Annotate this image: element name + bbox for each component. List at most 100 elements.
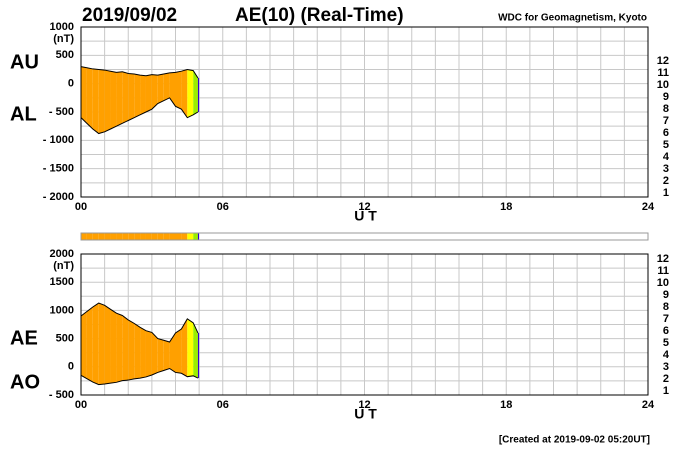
legend-entry: 6 <box>663 127 669 139</box>
station-strip <box>116 233 123 240</box>
legend-entry: 6 <box>663 325 669 337</box>
y-unit: (nT) <box>53 260 74 272</box>
area-segment <box>81 66 87 124</box>
legend-entry: 8 <box>663 301 669 313</box>
x-tick-label: 06 <box>217 201 229 213</box>
station-strip <box>197 233 200 240</box>
legend-entry: 10 <box>657 277 669 289</box>
station-strip <box>92 233 99 240</box>
x-tick-label: 00 <box>75 201 87 213</box>
area-segment <box>157 338 164 373</box>
area-segment <box>187 69 194 118</box>
area-segment <box>128 319 135 381</box>
station-strip <box>181 233 188 240</box>
series-line <box>80 97 199 135</box>
station-strip <box>104 233 111 240</box>
area-segment <box>181 318 188 377</box>
area-segment <box>175 71 182 110</box>
area-segment <box>128 73 135 121</box>
y-tick-label: - 1500 <box>43 163 74 175</box>
area-segment <box>110 71 117 129</box>
station-strip <box>81 233 87 240</box>
station-strip <box>122 233 129 240</box>
legend-entry: 7 <box>663 313 669 325</box>
area-segment <box>151 332 158 375</box>
date: 2019/09/02 <box>82 5 177 26</box>
series-label: AL <box>10 103 37 125</box>
area-segment <box>197 332 200 379</box>
area-segment <box>169 332 176 373</box>
area-segment <box>151 74 158 110</box>
area-segment <box>134 74 141 118</box>
x-tick-label: 12 <box>358 399 370 411</box>
y-tick-label: 500 <box>56 333 74 345</box>
x-tick-label: 12 <box>358 201 370 213</box>
station-strip <box>140 233 146 240</box>
area-segment <box>187 318 194 377</box>
area-segment <box>145 330 152 377</box>
area-segment <box>163 340 170 371</box>
y-tick-label: 1000 <box>50 304 74 316</box>
station-strip <box>151 233 158 240</box>
area-segment <box>92 68 99 134</box>
series-label: AO <box>10 371 40 393</box>
area-segment <box>122 71 129 124</box>
area-segment <box>157 74 164 104</box>
station-strip <box>128 233 135 240</box>
area-segment <box>98 303 105 385</box>
legend-entry: 9 <box>663 91 669 103</box>
legend-entry: 2 <box>663 373 669 385</box>
legend-entry: 4 <box>663 151 670 163</box>
area-segment <box>197 78 200 112</box>
legend-entry: 12 <box>657 55 669 67</box>
series-label: AE <box>10 327 38 349</box>
legend-entry: 3 <box>663 361 669 373</box>
station-strip <box>86 233 93 240</box>
station-strip <box>98 233 105 240</box>
y-tick-label: 1000 <box>50 21 74 33</box>
area-segment <box>81 311 87 379</box>
area-segment <box>98 69 105 134</box>
x-tick-label: 18 <box>500 399 512 411</box>
x-axis-label: U T <box>354 406 377 422</box>
area-segment <box>145 74 152 112</box>
legend-entry: 11 <box>657 265 669 277</box>
y-tick-label: - 500 <box>49 389 74 401</box>
station-strip <box>134 233 141 240</box>
y-tick-label: - 500 <box>49 106 74 118</box>
y-unit: (nT) <box>53 33 74 45</box>
x-tick-label: 24 <box>642 399 655 411</box>
legend-entry: 3 <box>663 163 669 175</box>
title: AE(10) (Real-Time) <box>235 5 404 26</box>
legend-entry: 5 <box>663 139 669 151</box>
station-strip <box>193 233 198 240</box>
series-line <box>80 66 199 79</box>
area-segment <box>86 307 93 383</box>
legend-entry: 4 <box>663 349 670 361</box>
x-tick-label: 06 <box>217 399 229 411</box>
legend-entry: 7 <box>663 115 669 127</box>
x-tick-label: 00 <box>75 399 87 411</box>
plot-frame <box>80 253 649 396</box>
area-segment <box>163 72 170 101</box>
area-segment <box>169 72 176 107</box>
area-segment <box>193 322 198 379</box>
strip-frame <box>80 232 649 241</box>
area-segment <box>193 70 198 115</box>
x-tick-label: 24 <box>642 201 655 213</box>
y-tick-label: 0 <box>68 361 74 373</box>
y-tick-label: - 1000 <box>43 134 74 146</box>
y-tick-label: 500 <box>56 49 74 61</box>
area-segment <box>134 323 141 379</box>
legend-entry: 1 <box>663 385 669 397</box>
created: [Created at 2019-09-02 05:20UT] <box>499 435 650 446</box>
area-segment <box>86 67 93 129</box>
area-segment <box>104 70 111 132</box>
legend-entry: 11 <box>657 67 669 79</box>
area-segment <box>116 313 123 383</box>
series-line <box>80 302 199 343</box>
area-segment <box>140 327 146 379</box>
